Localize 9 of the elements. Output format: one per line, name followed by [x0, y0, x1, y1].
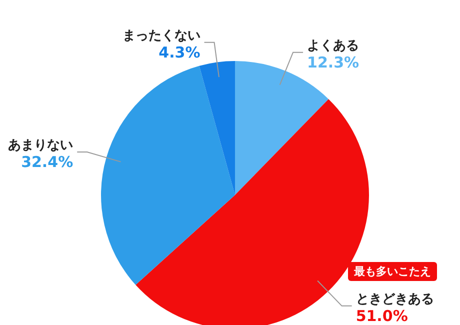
slice-label: よくある: [307, 38, 360, 54]
data-label: 32.4%: [21, 153, 74, 172]
slice-label: まったくない: [122, 28, 200, 44]
data-label: 51.0%: [356, 306, 408, 325]
data-label: 12.3%: [307, 53, 360, 72]
data-label: 4.3%: [158, 43, 200, 62]
slice-label: ときどきある: [356, 292, 434, 307]
text: 最も多いこたえ: [348, 262, 437, 281]
slice-label: あまりない: [8, 138, 74, 154]
